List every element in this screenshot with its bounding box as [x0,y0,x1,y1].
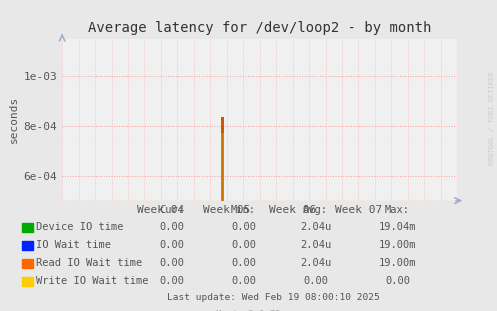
Text: 0.00: 0.00 [231,222,256,232]
Text: 0.00: 0.00 [231,276,256,286]
Text: Read IO Wait time: Read IO Wait time [36,258,142,268]
Text: Last update: Wed Feb 19 08:00:10 2025: Last update: Wed Feb 19 08:00:10 2025 [167,293,380,301]
Text: 19.00m: 19.00m [379,240,416,250]
Text: Write IO Wait time: Write IO Wait time [36,276,148,286]
Text: IO Wait time: IO Wait time [36,240,111,250]
Text: Device IO time: Device IO time [36,222,123,232]
Text: 2.04u: 2.04u [300,240,331,250]
Text: Avg:: Avg: [303,205,328,215]
Title: Average latency for /dev/loop2 - by month: Average latency for /dev/loop2 - by mont… [88,21,431,35]
Text: 0.00: 0.00 [385,276,410,286]
Text: 2.04u: 2.04u [300,258,331,268]
Text: 0.00: 0.00 [231,258,256,268]
Text: 2.04u: 2.04u [300,222,331,232]
Text: Cur:: Cur: [159,205,184,215]
Text: 0.00: 0.00 [159,240,184,250]
Y-axis label: seconds: seconds [9,96,19,143]
Text: 0.00: 0.00 [159,222,184,232]
Text: 0.00: 0.00 [303,276,328,286]
Text: Munin 2.0.75: Munin 2.0.75 [216,310,281,311]
Text: RRDTOOL / TOBI OETIKER: RRDTOOL / TOBI OETIKER [489,72,495,165]
Text: Min:: Min: [231,205,256,215]
Text: 19.04m: 19.04m [379,222,416,232]
Text: 19.00m: 19.00m [379,258,416,268]
Text: 0.00: 0.00 [231,240,256,250]
Text: 0.00: 0.00 [159,258,184,268]
Text: 0.00: 0.00 [159,276,184,286]
Text: Max:: Max: [385,205,410,215]
